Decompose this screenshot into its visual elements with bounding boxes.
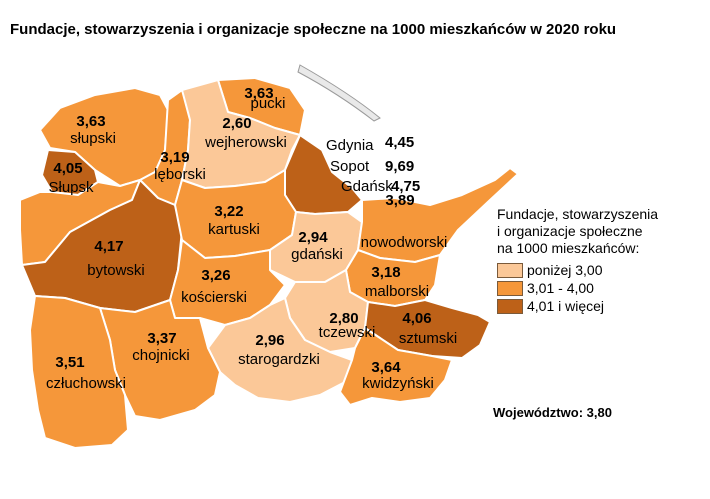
label-name-slupsk: Słupsk [48,179,94,196]
legend-swatch-low [497,262,523,278]
label-name-chojnicki: chojnicki [132,347,190,364]
label-value-nowodworski: 3,89 [385,192,414,209]
label-cityvalue-gdynia: 4,45 [385,134,414,151]
label-cityvalue-sopot: 9,69 [385,158,414,175]
legend-title: Fundacje, stowarzyszenia i organizacje s… [497,206,658,257]
label-value-bytowski: 4,17 [94,238,123,255]
legend-swatch-mid [497,280,523,296]
label-value-gdanski: 2,94 [298,229,328,246]
legend-label-low: poniżej 3,00 [527,262,603,278]
label-name-kwidzynski: kwidzyński [362,375,434,392]
label-value-kartuski: 3,22 [214,203,243,220]
label-value-tczewski: 2,80 [329,310,358,327]
label-value-slupsk: 4,05 [53,160,82,177]
legend-title-line: Fundacje, stowarzyszenia [497,206,659,222]
label-value-czluchowski: 3,51 [55,354,84,371]
label-name-pucki: pucki [250,95,285,112]
label-city-gdansk: Gdańsk [341,178,393,195]
county-czluchowski[interactable] [29,295,129,449]
label-value-chojnicki: 3,37 [147,330,176,347]
label-name-starogardzki: starogardzki [238,351,320,368]
label-value-kwidzynski: 3,64 [371,359,401,376]
label-value-slupski: 3,63 [76,113,105,130]
label-name-sztumski: sztumski [399,330,457,347]
label-name-malborski: malborski [365,283,429,300]
county-kwidzynski[interactable] [339,327,453,406]
label-name-wejherowski: wejherowski [204,134,287,151]
label-value-leborski: 3,19 [160,149,189,166]
label-value-koscierski: 3,26 [201,267,230,284]
legend-title-line: na 1000 mieszkańców: [497,240,640,256]
label-city-gdynia: Gdynia [326,137,374,154]
label-name-kartuski: kartuski [208,221,260,238]
label-value-starogardzki: 2,96 [255,332,284,349]
label-value-malborski: 3,18 [371,264,400,281]
legend-item-mid: 3,01 - 4,00 [497,280,594,296]
label-name-gdanski: gdański [291,246,343,263]
label-name-bytowski: bytowski [87,262,145,279]
label-name-leborski: lęborski [154,166,206,183]
label-name-koscierski: kościerski [181,289,247,306]
legend-item-high: 4,01 i więcej [497,298,604,314]
label-name-slupski: słupski [70,130,116,147]
legend-label-mid: 3,01 - 4,00 [527,280,594,296]
label-value-wejherowski: 2,60 [222,115,251,132]
label-name-czluchowski: człuchowski [46,375,126,392]
label-cityvalue-gdansk: 4,75 [391,178,420,195]
legend-item-low: poniżej 3,00 [497,262,603,278]
label-city-sopot: Sopot [330,158,370,175]
label-value-pucki: 3,63 [244,85,273,102]
label-value-sztumski: 4,06 [402,310,431,327]
map-title: Fundacje, stowarzyszenia i organizacje s… [10,21,617,38]
voivodeship-average: Województwo: 3,80 [493,405,612,420]
label-name-tczewski: tczewski [319,324,376,341]
label-name-nowodworski: nowodworski [361,234,448,251]
legend-title-line: i organizacje społeczne [497,223,643,239]
legend-label-high: 4,01 i więcej [527,298,605,314]
legend-swatch-high [497,298,523,314]
hel-peninsula [297,64,381,122]
